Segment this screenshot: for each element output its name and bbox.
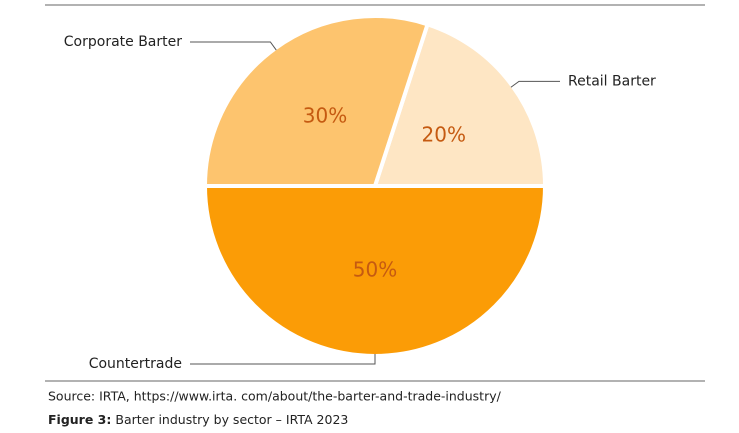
category-label: Countertrade — [89, 356, 182, 372]
category-label: Corporate Barter — [64, 34, 182, 50]
pie: 20% Retail Barter 50% Countertrade 30% Corpor… — [64, 14, 656, 372]
data-label: 30% — [303, 104, 347, 128]
leader-line — [190, 354, 376, 365]
caption-text: Barter industry by sector – IRTA 2023 — [115, 412, 348, 427]
data-label: 50% — [353, 258, 397, 282]
leader-line — [190, 41, 277, 51]
data-label: 20% — [422, 123, 466, 147]
figure-label: Figure 3: — [48, 412, 111, 427]
leader-line — [510, 80, 560, 88]
category-label: Retail Barter — [568, 73, 656, 89]
source: Source: IRTA, https://www.irta. com/abou… — [48, 389, 502, 404]
caption: Figure 3: Barter industry by sector – IRT… — [48, 412, 348, 427]
